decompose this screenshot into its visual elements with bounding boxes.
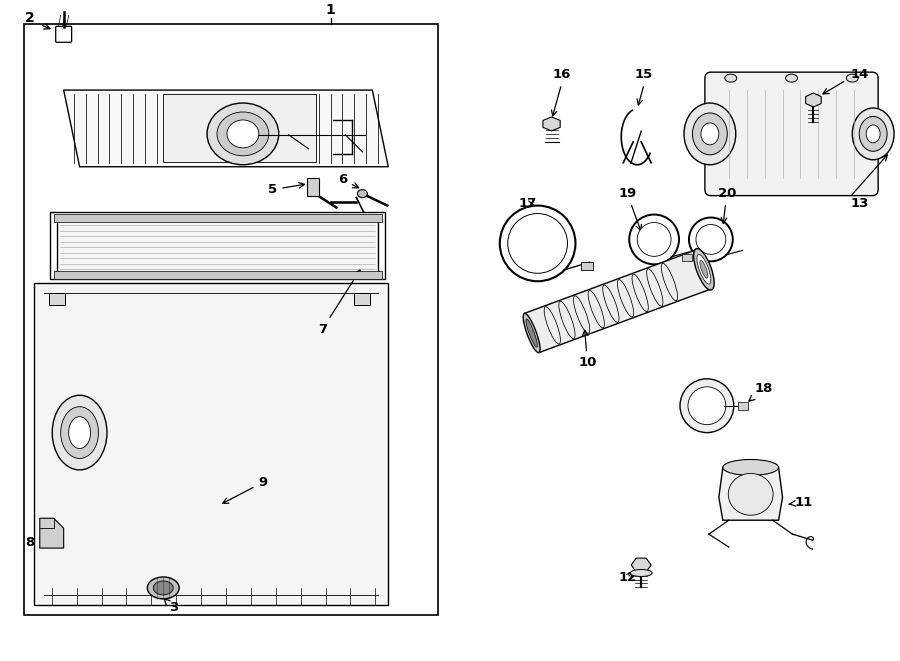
Ellipse shape [684, 103, 736, 165]
Circle shape [680, 379, 733, 432]
Text: 11: 11 [788, 496, 813, 509]
Text: 13: 13 [851, 197, 869, 210]
Ellipse shape [207, 103, 279, 165]
Text: 18: 18 [749, 382, 773, 401]
Text: 2: 2 [25, 11, 35, 25]
Ellipse shape [217, 112, 269, 156]
Text: 8: 8 [25, 533, 48, 549]
Text: 17: 17 [518, 197, 536, 210]
Ellipse shape [700, 260, 708, 278]
Polygon shape [34, 284, 388, 605]
Text: 12: 12 [618, 572, 636, 584]
Ellipse shape [523, 313, 540, 353]
Ellipse shape [701, 123, 719, 145]
Polygon shape [543, 117, 560, 131]
Polygon shape [163, 94, 316, 162]
Text: 1: 1 [326, 3, 336, 17]
Ellipse shape [630, 570, 652, 576]
Polygon shape [806, 93, 821, 107]
Ellipse shape [526, 319, 537, 347]
Text: 15: 15 [635, 67, 653, 81]
Bar [355, 293, 370, 305]
Ellipse shape [866, 125, 880, 143]
Bar [581, 262, 593, 270]
Polygon shape [54, 271, 382, 279]
Ellipse shape [52, 395, 107, 470]
Ellipse shape [60, 407, 98, 459]
Circle shape [637, 223, 671, 256]
Ellipse shape [786, 74, 797, 82]
Ellipse shape [860, 116, 887, 151]
Polygon shape [54, 214, 382, 221]
Polygon shape [40, 518, 64, 548]
Text: 7: 7 [318, 270, 360, 336]
Ellipse shape [697, 254, 711, 284]
Bar [738, 402, 748, 410]
Text: 5: 5 [268, 182, 304, 196]
Ellipse shape [68, 416, 91, 449]
Ellipse shape [728, 473, 773, 515]
Text: 14: 14 [851, 67, 869, 81]
Bar [307, 178, 319, 196]
Polygon shape [719, 467, 783, 520]
Polygon shape [64, 90, 388, 167]
Ellipse shape [153, 581, 173, 595]
Ellipse shape [694, 249, 715, 290]
Bar [23, 24, 438, 615]
Ellipse shape [846, 74, 859, 82]
FancyBboxPatch shape [705, 72, 878, 196]
Text: 10: 10 [578, 330, 597, 369]
Ellipse shape [148, 577, 179, 599]
Text: 19: 19 [618, 187, 642, 231]
Text: 9: 9 [222, 476, 267, 503]
Text: 3: 3 [164, 598, 178, 614]
Text: 20: 20 [717, 187, 736, 223]
Ellipse shape [724, 74, 737, 82]
Polygon shape [631, 558, 651, 572]
Ellipse shape [692, 113, 727, 155]
Circle shape [696, 225, 725, 254]
Ellipse shape [227, 120, 259, 148]
Bar [682, 254, 692, 260]
Text: 16: 16 [553, 67, 571, 81]
Polygon shape [525, 250, 711, 352]
Ellipse shape [357, 190, 367, 198]
Polygon shape [57, 219, 378, 273]
Ellipse shape [852, 108, 894, 160]
Circle shape [508, 214, 568, 273]
Ellipse shape [723, 459, 778, 475]
Circle shape [688, 387, 725, 424]
Bar [49, 293, 65, 305]
Text: 6: 6 [338, 173, 358, 188]
Text: 4: 4 [251, 120, 260, 134]
